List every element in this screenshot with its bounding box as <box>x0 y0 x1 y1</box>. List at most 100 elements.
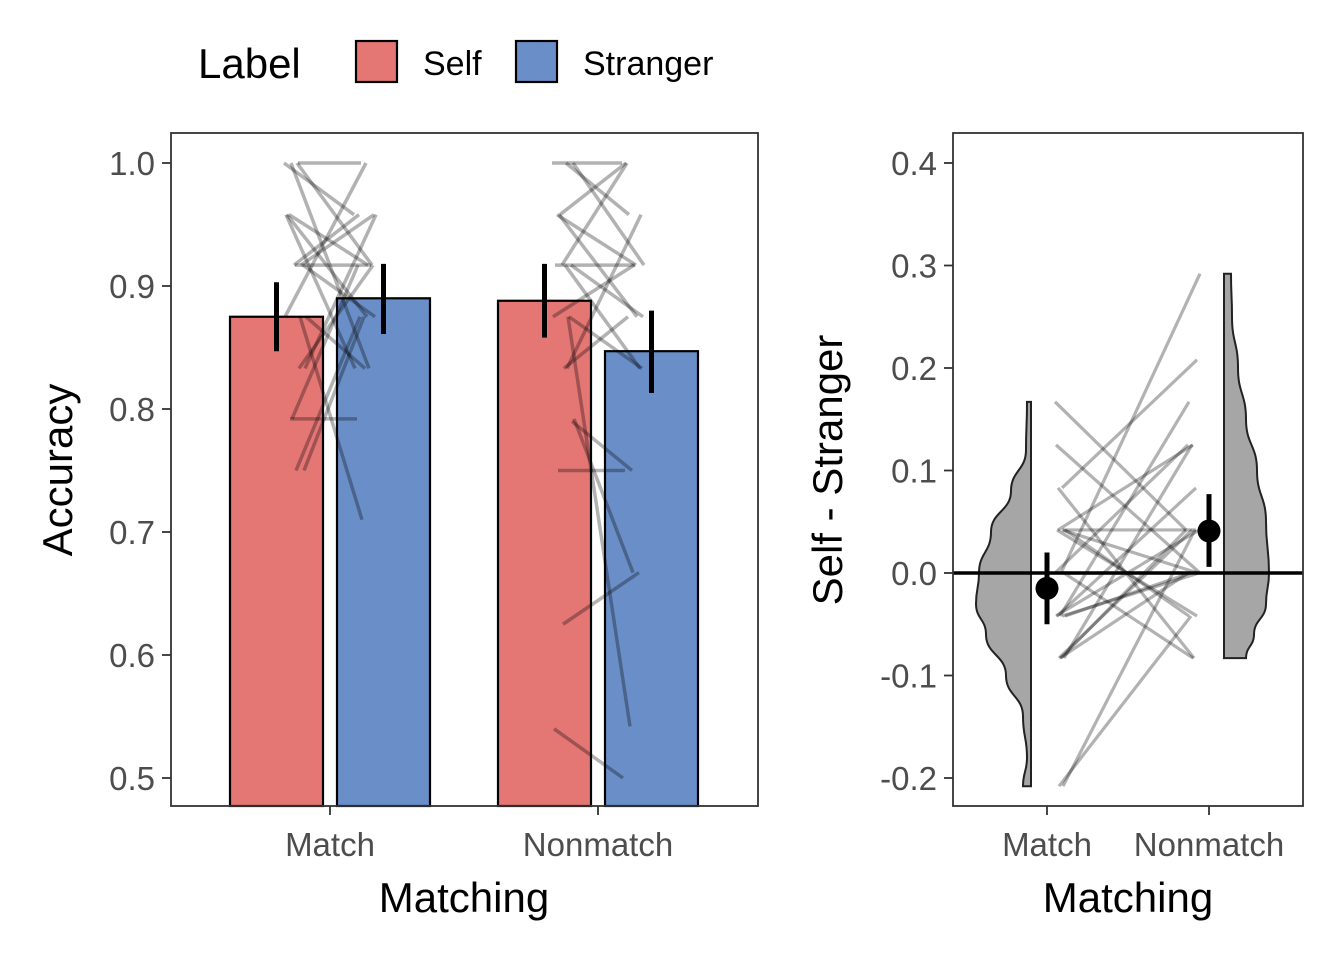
y-tick-label: 1.0 <box>109 145 155 182</box>
individual-line-nonmatch <box>552 727 625 780</box>
y-tick-label: 0.0 <box>891 555 937 592</box>
y-tick-label: 0.5 <box>109 760 155 797</box>
mean-point-match <box>1035 576 1059 600</box>
individual-difference-line <box>1057 443 1194 532</box>
individual-line-nonmatch <box>564 161 631 217</box>
y-tick-label: 0.7 <box>109 514 155 551</box>
individual-difference-line <box>1058 400 1191 617</box>
left-x-axis: Match Nonmatch <box>285 806 673 863</box>
y-tick-label: 0.3 <box>891 248 937 285</box>
individual-difference-line <box>1055 486 1198 618</box>
individual-line-nonmatch <box>558 161 628 217</box>
individual-difference-line <box>1053 443 1190 575</box>
left-panel-border <box>170 132 759 807</box>
legend-title: Label <box>198 40 301 87</box>
individual-line-nonmatch <box>566 316 632 727</box>
right-x-axis-title: Matching <box>1043 874 1213 921</box>
legend-swatch-self <box>354 39 399 84</box>
individual-line-nonmatch <box>571 162 646 267</box>
individual-line-nonmatch <box>565 213 643 370</box>
individual-line-match <box>282 161 356 217</box>
individual-line-match <box>295 161 374 267</box>
bar-self-nonmatch <box>496 299 593 808</box>
individual-lines-layer <box>282 161 646 780</box>
individual-line-nonmatch <box>567 315 644 370</box>
legend-label-stranger: Stranger <box>583 45 713 83</box>
individual-line-match <box>302 316 366 472</box>
left-x-axis-title: Matching <box>379 874 549 921</box>
individual-difference-line <box>1063 571 1194 660</box>
individual-line-match <box>285 213 369 318</box>
bar-self-match <box>228 315 325 808</box>
individual-line-match <box>294 316 362 472</box>
right-y-axis-title: Self - Stranger <box>804 335 851 606</box>
individual-line-match <box>284 213 357 370</box>
right-panel-border <box>952 132 1304 807</box>
individual-difference-line <box>1059 273 1202 574</box>
individual-line-nonmatch <box>570 419 634 472</box>
x-tick-label: Nonmatch <box>523 826 673 863</box>
individual-line-match <box>289 162 371 370</box>
individual-line-nonmatch <box>563 264 642 370</box>
individual-line-match <box>301 263 377 319</box>
legend-swatch-stranger <box>514 39 559 84</box>
mean-points-layer <box>1035 494 1221 625</box>
individual-difference-line <box>1060 358 1199 490</box>
bar-stranger-nonmatch <box>603 350 700 808</box>
individual-difference-line <box>1053 400 1188 532</box>
individual-difference-line <box>1057 615 1193 788</box>
violins-layer <box>974 272 1271 788</box>
legend: Label Self Stranger <box>198 39 713 87</box>
individual-difference-line <box>1064 571 1191 618</box>
individual-difference-line <box>1054 443 1202 575</box>
individual-line-nonmatch <box>569 263 645 319</box>
individual-line-nonmatch <box>556 213 637 267</box>
mean-point-nonmatch <box>1197 519 1221 543</box>
individual-line-match <box>304 315 367 370</box>
right-x-axis: Match Nonmatch <box>1002 806 1284 863</box>
individual-line-match <box>283 162 368 318</box>
individual-difference-line <box>1061 529 1197 787</box>
individual-difference-line <box>1062 444 1194 659</box>
individual-difference-line <box>1059 571 1189 660</box>
individual-line-nonmatch <box>572 418 635 574</box>
individual-difference-line <box>1057 528 1194 660</box>
legend-label-self: Self <box>423 45 482 83</box>
x-tick-label: Nonmatch <box>1134 826 1284 863</box>
individual-difference-line <box>1059 528 1188 660</box>
bars-layer <box>228 297 700 808</box>
y-tick-label: 0.6 <box>109 637 155 674</box>
individual-line-nonmatch <box>552 263 635 319</box>
right-y-axis: -0.2 -0.1 0.0 0.1 0.2 0.3 0.4 <box>880 145 953 797</box>
y-tick-label: 0.4 <box>891 145 937 182</box>
difference-panel: -0.2 -0.1 0.0 0.1 0.2 0.3 0.4 Match Nonmatch Ma… <box>804 132 1304 921</box>
individual-line-match <box>303 213 378 370</box>
individual-line-match <box>297 264 375 370</box>
individual-line-nonmatch <box>560 162 629 267</box>
x-tick-label: Match <box>1002 826 1092 863</box>
individual-line-nonmatch <box>562 571 640 626</box>
left-y-axis-title: Accuracy <box>34 384 81 557</box>
individual-line-match <box>300 213 375 267</box>
y-tick-label: 0.8 <box>109 391 155 428</box>
y-tick-label: 0.2 <box>891 350 937 387</box>
individual-difference-line <box>1061 528 1199 575</box>
individual-line-nonmatch <box>562 315 630 370</box>
violin-nonmatch <box>1223 272 1271 660</box>
x-tick-label: Match <box>285 826 375 863</box>
y-tick-label: 0.9 <box>109 268 155 305</box>
individual-line-match <box>288 213 369 267</box>
y-tick-label: -0.2 <box>880 760 937 797</box>
accuracy-panel: 0.5 0.6 0.7 0.8 0.9 1.0 Match Nonmatch Matchin… <box>34 132 759 921</box>
error-bars-layer <box>274 263 654 394</box>
individual-line-match <box>298 316 364 521</box>
violin-match <box>974 400 1032 788</box>
y-tick-label: -0.1 <box>880 658 937 695</box>
individual-line-match <box>290 264 360 420</box>
individual-difference-line <box>1061 571 1200 618</box>
individual-lines-layer-right <box>1053 273 1202 788</box>
left-y-axis: 0.5 0.6 0.7 0.8 0.9 1.0 <box>109 145 171 797</box>
individual-line-match <box>292 213 361 267</box>
y-tick-label: 0.1 <box>891 453 937 490</box>
